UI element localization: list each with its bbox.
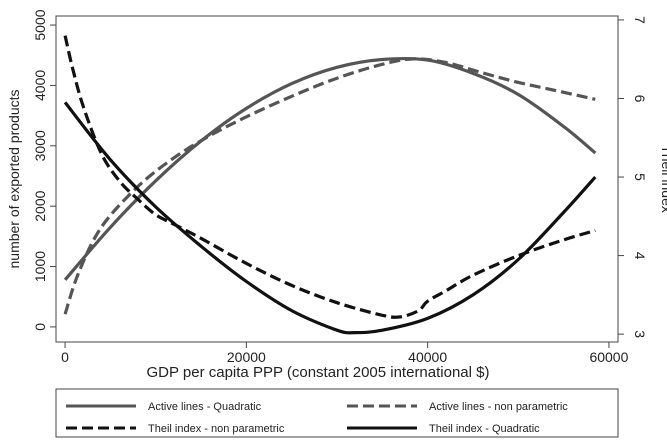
y-left-tick-label-5: 5000 <box>32 9 48 40</box>
y-left-tick-label-3: 3000 <box>32 130 48 161</box>
legend-box <box>55 388 619 438</box>
y-axis-right-label: Theil index <box>659 145 667 213</box>
x-tick-label-1: 20000 <box>227 349 266 365</box>
series-lines <box>63 35 597 335</box>
plot-frame <box>55 15 619 343</box>
y-left-tick-label-2: 2000 <box>32 190 48 221</box>
series-line-active-lines-non-parametric <box>63 57 596 315</box>
legend-label-theil-index-quadratic: Theil index - Quadratic <box>429 423 540 435</box>
series-line-active-lines-quadratic <box>63 56 597 281</box>
x-axis-label: GDP per capita PPP (constant 2005 intern… <box>147 364 490 381</box>
y-left-tick-label-0: 0 <box>32 323 48 331</box>
series-line-theil-index-quadratic <box>63 101 597 335</box>
series-line-theil-index-non-parametric <box>63 35 596 319</box>
x-tick-label-3: 60000 <box>589 349 628 365</box>
y-axis-left-label: number of exported products <box>6 90 22 269</box>
legend-label-theil-index-non-parametric: Theil index - non parametric <box>148 423 285 435</box>
y-right-tick-label-4: 7 <box>632 16 648 24</box>
legend-label-active-lines-non-parametric: Active lines - non parametric <box>429 401 568 413</box>
legend-label-active-lines-quadratic: Active lines - Quadratic <box>148 401 262 413</box>
y-right-tick-label-2: 5 <box>632 173 648 181</box>
legend: Active lines - Quadratic Active lines - n… <box>66 401 568 435</box>
y-right-tick-label-3: 6 <box>632 95 648 103</box>
y-right-tick-label-0: 3 <box>632 330 648 338</box>
x-tick-label-0: 0 <box>61 349 69 365</box>
x-tick-label-2: 40000 <box>408 349 447 365</box>
y-right-tick-label-1: 4 <box>632 252 648 260</box>
x-axis: 0 20000 40000 60000 <box>61 342 629 365</box>
y-left-tick-label-4: 4000 <box>32 70 48 101</box>
y-axis-right: 3 4 5 6 7 <box>618 16 648 338</box>
y-axis-left: 0 1000 2000 3000 4000 5000 <box>32 9 56 331</box>
y-left-tick-label-1: 1000 <box>32 251 48 282</box>
